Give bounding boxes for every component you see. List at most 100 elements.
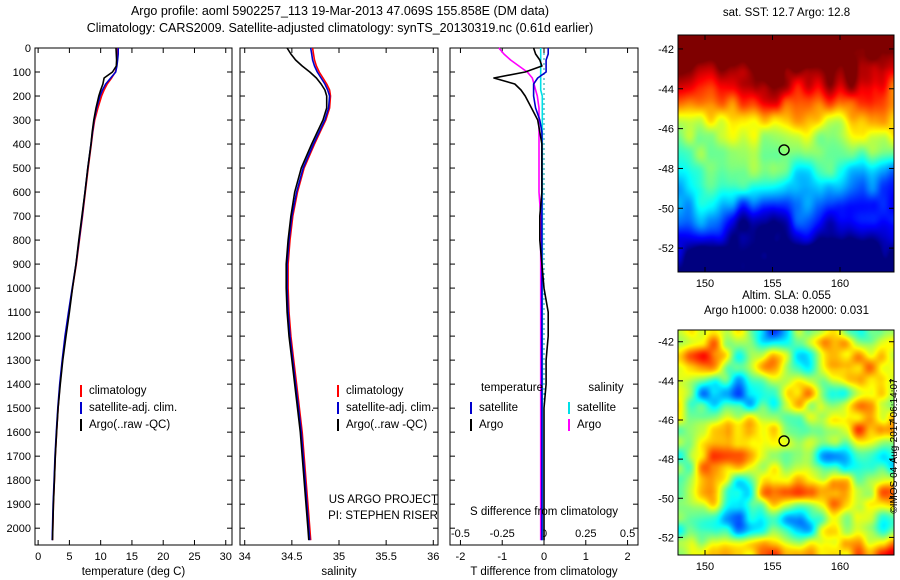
s-satellite-swatch <box>568 401 570 414</box>
salinity-argo-diff-line <box>498 47 542 541</box>
legend-item-s-satellite: satellite <box>556 399 656 416</box>
s-argo-swatch <box>568 418 570 431</box>
depth-tick-label: 1300 <box>7 355 31 367</box>
depth-tick-label: 1400 <box>7 379 31 391</box>
lon-tick-label: 150 <box>696 561 714 573</box>
depth-tick-label: 200 <box>13 91 31 103</box>
legend-label: Argo(..raw -QC) <box>346 418 428 431</box>
map-border <box>677 329 895 556</box>
x-tick-label: 10 <box>95 551 107 563</box>
depth-tick-label: 1800 <box>7 475 31 487</box>
legend-label: climatology <box>346 384 404 397</box>
project-note-line2: PI: STEPHEN RISER <box>328 510 438 522</box>
t-satellite-swatch <box>470 401 472 414</box>
temperature-satellite-diff-line <box>532 48 550 541</box>
legend-item-t-satellite: satellite <box>462 399 562 416</box>
figure-title-line1: Argo profile: aoml 5902257_113 19-Mar-20… <box>130 4 550 18</box>
salinity-panel-legend: climatology satellite-adj. clim. Argo(..… <box>337 382 434 433</box>
depth-tick-label: 1000 <box>7 283 31 295</box>
satellite-adj-swatch <box>80 401 82 414</box>
legend-label: satellite-adj. clim. <box>89 401 178 414</box>
sla-map-canvas <box>678 330 894 555</box>
sst-map-axes: 150 155 160 -42 -44 -46 -48 -50 -52 <box>658 34 895 290</box>
depth-tick-label: 600 <box>13 187 31 199</box>
lat-tick-label: -42 <box>658 44 674 56</box>
difference-profile-panel: -2 -1 0 1 2-0.5 -0.25 0 0.25 0.5T difference fro… <box>449 47 639 578</box>
x-axis-label: salinity <box>321 566 356 578</box>
satellite-adj-clim-line <box>286 47 331 541</box>
x-tick-label: 5 <box>66 551 72 563</box>
depth-tick-label: 300 <box>13 115 31 127</box>
s-difference-axis-label: S difference from climatology <box>469 506 619 518</box>
lat-tick-label: -50 <box>658 493 674 505</box>
x-tick-label: 34.5 <box>281 551 302 563</box>
t-diff-tick-label: 2 <box>624 551 630 563</box>
x-tick-label: 35.5 <box>375 551 396 563</box>
climatology-line <box>51 48 119 541</box>
depth-tick-label: 0 <box>25 43 31 55</box>
difference-temperature-legend: temperature satellite Argo <box>462 382 562 433</box>
lon-tick-label: 160 <box>831 561 849 573</box>
lon-tick-label: 160 <box>831 278 849 290</box>
legend-item-argo: Argo(..raw -QC) <box>337 416 434 433</box>
legend-header-temperature: temperature <box>480 382 543 394</box>
x-tick-label: 34 <box>239 551 251 563</box>
x-tick-label: 20 <box>157 551 169 563</box>
sst-map-canvas <box>678 35 894 272</box>
s-scale-tick-label: 0.5 <box>620 528 635 540</box>
t-diff-tick-label: 1 <box>583 551 589 563</box>
lat-tick-label: -44 <box>658 84 674 96</box>
x-tick-label: 25 <box>188 551 200 563</box>
legend-item-argo: Argo(..raw -QC) <box>80 416 177 433</box>
t-diff-tick-label: 0 <box>541 551 547 563</box>
t-diff-tick-label: -2 <box>456 551 466 563</box>
imos-watermark: ©IMOS 04-Aug-2017 06:14:07 <box>889 378 900 514</box>
legend-item-satellite-adj: satellite-adj. clim. <box>337 399 434 416</box>
climatology-swatch <box>80 384 82 397</box>
project-note-line1: US ARGO PROJECT <box>328 494 438 506</box>
sla-map-axes: 150 155 160 -42 -44 -46 -48 -50 -52 <box>658 329 895 573</box>
sla-map-title-line2: Argo h1000: 0.038 h2000: 0.031 <box>704 305 869 317</box>
x-tick-label: 35 <box>333 551 345 563</box>
legend-header-salinity: salinity <box>588 382 624 394</box>
legend-label: Argo <box>479 418 504 431</box>
legend-item-satellite-adj: satellite-adj. clim. <box>80 399 177 416</box>
float-position-marker <box>778 435 790 447</box>
lat-tick-label: -52 <box>658 532 674 544</box>
lat-tick-label: -46 <box>658 415 674 427</box>
lat-tick-label: -42 <box>658 337 674 349</box>
depth-tick-label: 400 <box>13 139 31 151</box>
x-axis-label: temperature (deg C) <box>82 566 186 578</box>
depth-tick-label: 100 <box>13 67 31 79</box>
argo-swatch <box>337 418 339 431</box>
climatology-line <box>287 47 332 541</box>
legend-label: climatology <box>89 384 147 397</box>
satellite-adj-clim-line <box>51 48 119 541</box>
legend-label: Argo(..raw -QC) <box>89 418 171 431</box>
map-border <box>677 34 895 273</box>
sla-map-title-line1: Altim. SLA: 0.055 <box>742 290 831 302</box>
x-tick-label: 15 <box>126 551 138 563</box>
lat-tick-label: -48 <box>658 163 674 175</box>
lat-tick-label: -44 <box>658 376 674 388</box>
t-argo-swatch <box>470 418 472 431</box>
depth-tick-label: 500 <box>13 163 31 175</box>
temperature-panel-legend: climatology satellite-adj. clim. Argo(..… <box>80 382 177 433</box>
x-tick-label: 30 <box>220 551 232 563</box>
sst-map-title: sat. SST: 12.7 Argo: 12.8 <box>722 7 851 19</box>
x-tick-label: 36 <box>427 551 439 563</box>
float-position-marker <box>778 144 790 156</box>
depth-tick-label: 1600 <box>7 427 31 439</box>
legend-label: satellite <box>577 401 616 414</box>
difference-salinity-legend: salinity satellite Argo <box>556 382 656 433</box>
t-diff-tick-label: -1 <box>497 551 507 563</box>
lon-tick-label: 150 <box>696 278 714 290</box>
legend-item-climatology: climatology <box>337 382 434 399</box>
x-axis-label: T difference from climatology <box>470 566 617 578</box>
depth-tick-label: 900 <box>13 259 31 271</box>
depth-tick-label: 1200 <box>7 331 31 343</box>
lat-tick-label: -48 <box>658 454 674 466</box>
legend-item-t-argo: Argo <box>462 416 562 433</box>
legend-label: satellite <box>479 401 518 414</box>
